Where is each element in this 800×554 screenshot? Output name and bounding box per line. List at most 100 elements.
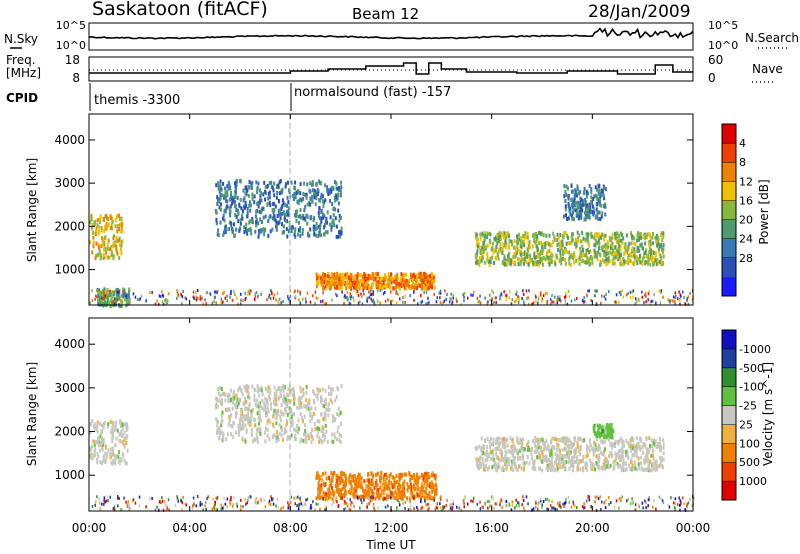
echo-cell xyxy=(487,231,490,236)
echo-cell xyxy=(362,283,365,288)
echo-cell xyxy=(242,425,244,430)
echo-cell xyxy=(269,229,272,234)
echo-cell xyxy=(371,282,374,287)
echo-cell xyxy=(242,204,245,209)
echo-cell xyxy=(533,254,536,259)
echo-cell xyxy=(279,414,282,419)
echo-cell xyxy=(561,256,564,261)
echo-cell xyxy=(629,290,632,294)
echo-cell xyxy=(382,484,385,489)
echo-cell xyxy=(478,259,481,264)
echo-cell xyxy=(341,478,344,483)
echo-cell xyxy=(222,391,225,396)
echo-cell xyxy=(251,192,254,197)
echo-cell xyxy=(557,242,560,247)
echo-cell xyxy=(349,302,352,306)
echo-cell xyxy=(587,445,590,450)
echo-cell xyxy=(101,296,103,300)
echo-cell xyxy=(125,294,127,298)
echo-cell xyxy=(602,452,605,457)
echo-cell xyxy=(220,207,222,212)
echo-cell xyxy=(548,242,550,247)
echo-cell xyxy=(493,261,495,265)
echo-cell xyxy=(430,480,433,485)
echo-cell xyxy=(350,295,353,298)
echo-cell xyxy=(566,302,569,306)
echo-cell xyxy=(604,242,607,247)
echo-cell xyxy=(571,197,573,202)
echo-cell xyxy=(398,479,401,484)
echo-cell xyxy=(101,298,104,303)
echo-cell xyxy=(293,290,295,294)
echo-cell xyxy=(236,405,239,409)
echo-cell xyxy=(641,290,643,294)
echo-cell xyxy=(557,247,559,252)
echo-cell xyxy=(396,480,399,485)
echo-cell xyxy=(568,455,571,460)
echo-cell xyxy=(620,262,623,267)
echo-cell xyxy=(621,454,624,459)
echo-cell xyxy=(504,454,507,459)
echo-cell xyxy=(565,241,568,246)
echo-cell xyxy=(626,247,629,252)
echo-cell xyxy=(366,279,369,284)
echo-cell xyxy=(553,300,555,304)
echo-cell xyxy=(229,293,231,297)
echo-cell xyxy=(235,214,238,219)
echo-cell xyxy=(237,302,239,306)
echo-cell xyxy=(369,286,372,291)
echo-cell xyxy=(259,217,262,222)
echo-cell xyxy=(499,297,501,301)
echo-cell xyxy=(320,195,323,200)
echo-cell xyxy=(361,488,364,493)
echo-cell xyxy=(505,262,508,267)
echo-cell xyxy=(545,466,548,471)
echo-cell xyxy=(327,272,330,276)
echo-cell xyxy=(236,196,239,200)
echo-cell xyxy=(582,458,585,462)
echo-cell xyxy=(631,443,634,448)
echo-cell xyxy=(531,233,534,238)
echo-cell xyxy=(648,241,650,246)
echo-cell xyxy=(506,465,509,469)
echo-cell xyxy=(456,299,458,303)
echo-cell xyxy=(273,214,276,219)
echo-cell xyxy=(583,300,585,304)
echo-cell xyxy=(638,237,640,242)
echo-cell xyxy=(357,474,360,479)
power-colorbar-label: Power [dB] xyxy=(757,179,771,244)
echo-cell xyxy=(643,250,646,255)
echo-cell xyxy=(566,217,568,221)
echo-cell xyxy=(660,289,663,293)
echo-cell xyxy=(333,418,336,423)
echo-cell xyxy=(239,221,242,226)
echo-cell xyxy=(662,457,665,462)
echo-cell xyxy=(338,281,340,285)
echo-cell xyxy=(140,295,143,298)
echo-cell xyxy=(563,184,566,189)
echo-cell xyxy=(543,455,546,459)
echo-cell xyxy=(379,286,382,291)
echo-cell xyxy=(687,295,690,299)
echo-cell xyxy=(612,261,614,266)
echo-cell xyxy=(639,260,642,265)
echo-cell xyxy=(231,400,234,405)
echo-cell xyxy=(433,473,436,478)
echo-cell xyxy=(113,299,116,303)
echo-cell xyxy=(487,300,489,304)
echo-cell xyxy=(121,423,124,427)
echo-cell xyxy=(634,242,637,247)
echo-cell xyxy=(398,477,401,482)
echo-cell xyxy=(240,389,243,394)
echo-cell xyxy=(315,221,318,226)
echo-cell xyxy=(114,240,117,245)
echo-cell xyxy=(564,207,567,212)
echo-cell xyxy=(223,218,226,223)
echo-cell xyxy=(271,291,273,295)
echo-cell xyxy=(367,484,370,489)
echo-cell xyxy=(638,297,640,301)
echo-cell xyxy=(558,460,560,465)
echo-cell xyxy=(336,280,338,285)
echo-cell xyxy=(333,276,336,281)
echo-cell xyxy=(305,390,308,395)
